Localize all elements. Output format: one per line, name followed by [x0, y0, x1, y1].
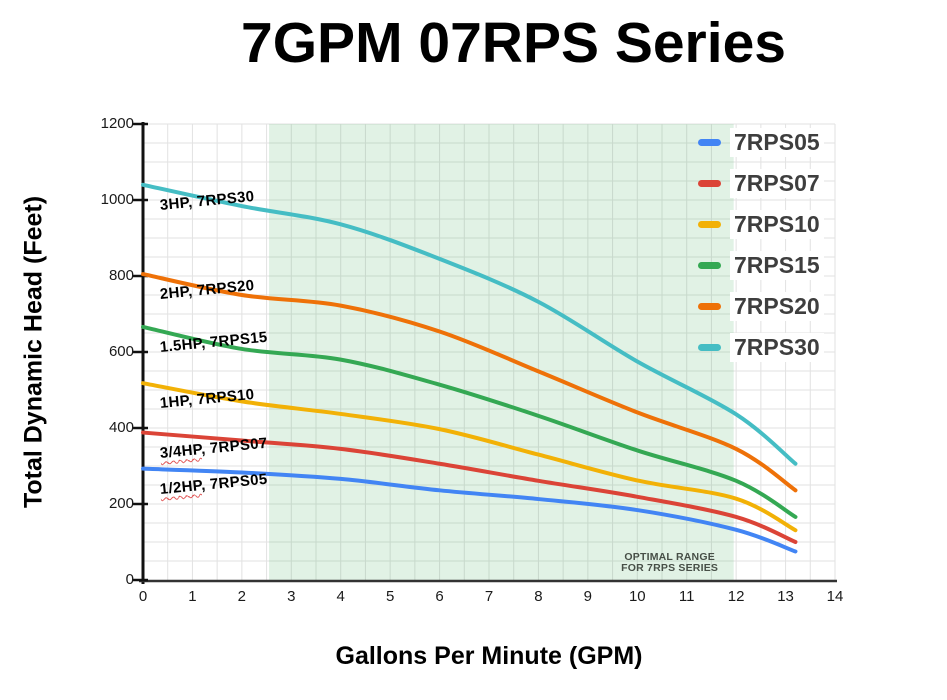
x-tick-label: 4 — [336, 588, 345, 605]
legend-item-7rps15: 7RPS15 — [698, 245, 824, 286]
legend: 7RPS05 7RPS07 7RPS10 7RPS15 7RPS20 7RPS3… — [698, 122, 824, 368]
legend-label: 7RPS10 — [730, 210, 824, 239]
curve-7rps05 — [141, 466, 798, 554]
y-tick-label: 600 — [108, 343, 134, 360]
curve-7rps15 — [141, 324, 798, 519]
optimal-range-label: OPTIMAL RANGE FOR 7RPS SERIES — [608, 552, 732, 573]
x-tick-label: 5 — [385, 588, 395, 605]
legend-item-7rps10: 7RPS10 — [698, 204, 824, 245]
legend-item-7rps30: 7RPS30 — [698, 327, 824, 368]
x-tick-label: 13 — [777, 588, 794, 605]
legend-label: 7RPS20 — [730, 292, 824, 321]
x-tick-label: 2 — [237, 588, 247, 605]
x-tick-label: 7 — [484, 588, 494, 605]
y-tick-label: 800 — [108, 267, 134, 284]
x-tick-label: 8 — [534, 588, 543, 605]
legend-swatch-icon — [698, 221, 721, 228]
curve-label-hp: 3/4HP — [159, 440, 202, 462]
x-tick-label: 10 — [628, 588, 646, 605]
curve-7rps30 — [141, 182, 798, 466]
optimal-range-label-line1: OPTIMAL RANGE — [624, 551, 715, 563]
legend-item-7rps05: 7RPS05 — [698, 122, 824, 163]
legend-swatch-icon — [698, 139, 721, 146]
legend-label: 7RPS30 — [730, 333, 824, 362]
x-tick-label: 1 — [188, 588, 197, 605]
optimal-range-label-line2: FOR 7RPS SERIES — [621, 561, 719, 574]
legend-swatch-icon — [698, 303, 721, 310]
legend-swatch-icon — [698, 180, 721, 187]
x-tick-label: 12 — [727, 588, 745, 605]
x-tick-label: 6 — [435, 588, 444, 605]
legend-swatch-icon — [698, 344, 721, 351]
x-tick-label: 9 — [583, 588, 593, 605]
chart-title: 7GPM 07RPS Series — [241, 11, 786, 75]
legend-swatch-icon — [698, 262, 721, 269]
legend-label: 7RPS15 — [730, 251, 824, 280]
curve-label-hp: 3HP — [159, 194, 189, 214]
curve-7rps20 — [141, 272, 798, 493]
x-axis-tick-labels: 0 1 2 3 4 5 6 7 8 9 10 11 12 13 14 — [0, 588, 947, 612]
legend-item-7rps07: 7RPS07 — [698, 163, 824, 204]
curve-label-hp: 1HP — [159, 392, 189, 413]
x-tick-label: 14 — [826, 588, 844, 605]
y-tick-label: 1000 — [100, 191, 134, 208]
optimal-range-region — [269, 124, 734, 580]
x-tick-label: 0 — [138, 588, 148, 605]
curve-label-hp: 1/2HP — [159, 476, 202, 498]
x-axis-title: Gallons Per Minute (GPM) — [335, 642, 643, 670]
y-axis-title: Total Dynamic Head (Feet) — [19, 195, 48, 509]
y-tick-label: 0 — [125, 571, 134, 588]
y-axis-tick-labels: 0 200 400 600 800 1000 1200 — [62, 0, 134, 700]
curve-7rps07 — [141, 430, 798, 544]
curve-label-hp: 2HP — [159, 283, 189, 304]
y-tick-label: 1200 — [100, 115, 134, 132]
x-tick-label: 11 — [678, 588, 695, 605]
y-tick-label: 400 — [108, 419, 134, 436]
legend-label: 7RPS05 — [730, 128, 824, 157]
curve-7rps10 — [141, 381, 798, 533]
x-tick-label: 3 — [287, 588, 296, 605]
legend-item-7rps20: 7RPS20 — [698, 286, 824, 327]
legend-label: 7RPS07 — [730, 169, 824, 198]
y-tick-label: 200 — [108, 495, 134, 512]
